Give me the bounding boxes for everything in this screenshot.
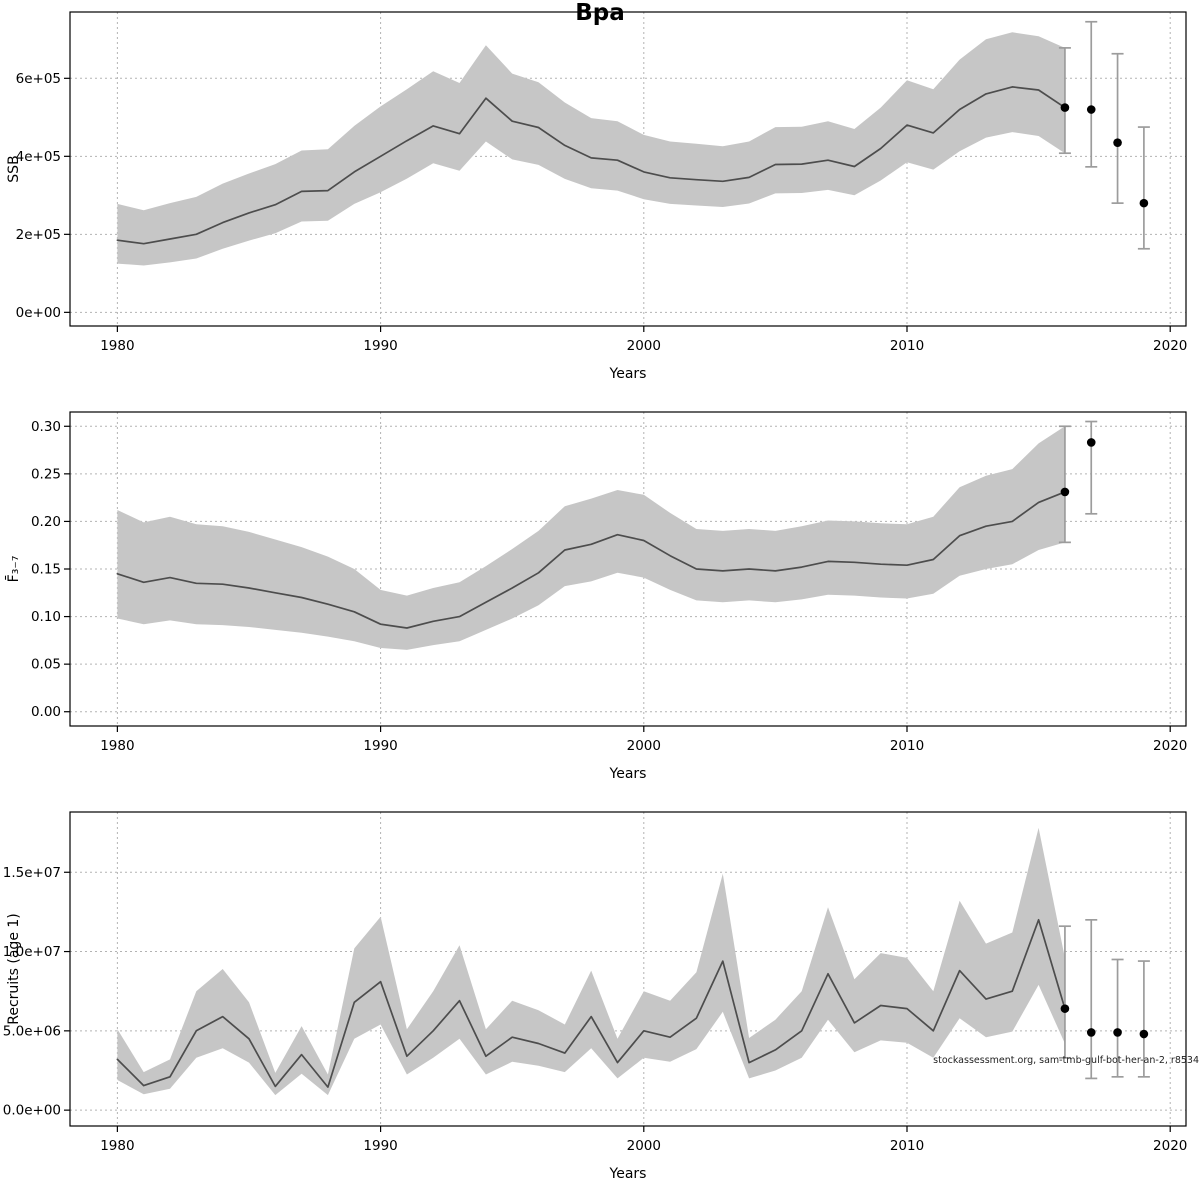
svg-text:2000: 2000: [627, 338, 661, 354]
svg-text:2010: 2010: [890, 1138, 924, 1154]
fbar-chart: 1980 1990 2000 2010 2020 0.00 0.05 0.10 0.15 0.20…: [4, 411, 1187, 782]
svg-text:1990: 1990: [363, 1138, 397, 1154]
svg-text:1980: 1980: [100, 738, 134, 754]
ssb-panel: 1980 1990 2000 2010 2020 0e+00 2e+05 4e+05 6e+05…: [0, 0, 1200, 400]
svg-text:1990: 1990: [363, 738, 397, 754]
svg-text:Recruits (age 1): Recruits (age 1): [6, 913, 22, 1025]
svg-text:0e+00: 0e+00: [16, 305, 61, 321]
svg-text:0.15: 0.15: [31, 562, 61, 578]
ssb-chart: 1980 1990 2000 2010 2020 0e+00 2e+05 4e+05 6e+05…: [6, 11, 1187, 382]
recruits-panel: 1980 1990 2000 2010 2020 0.0e+00 5.0e+06 1.0e+0…: [0, 800, 1200, 1200]
svg-text:0.10: 0.10: [31, 609, 61, 625]
watermark-text: stockassessment.org, sam-tmb-gulf-bot-he…: [933, 1055, 1199, 1066]
svg-text:Years: Years: [609, 366, 647, 382]
svg-text:4e+05: 4e+05: [16, 149, 61, 165]
recruits-chart: 1980 1990 2000 2010 2020 0.0e+00 5.0e+06 1.0e+0…: [3, 811, 1187, 1182]
svg-text:0.25: 0.25: [31, 466, 61, 482]
svg-text:0.00: 0.00: [31, 704, 61, 720]
svg-text:SSB: SSB: [6, 155, 22, 182]
svg-text:2010: 2010: [890, 338, 924, 354]
svg-text:1.0e+07: 1.0e+07: [3, 944, 61, 960]
svg-text:1990: 1990: [363, 338, 397, 354]
svg-text:0.20: 0.20: [31, 514, 61, 530]
svg-text:0.30: 0.30: [31, 419, 61, 435]
svg-text:Years: Years: [609, 766, 647, 782]
svg-text:0.05: 0.05: [31, 657, 61, 673]
svg-text:F̄₃₋₇: F̄₃₋₇: [4, 556, 22, 583]
svg-text:2000: 2000: [627, 738, 661, 754]
svg-text:1980: 1980: [100, 338, 134, 354]
fbar-panel: 1980 1990 2000 2010 2020 0.00 0.05 0.10 0.15 0.20…: [0, 400, 1200, 800]
svg-text:Years: Years: [609, 1166, 647, 1182]
svg-text:5.0e+06: 5.0e+06: [3, 1023, 61, 1039]
svg-text:2020: 2020: [1153, 1138, 1187, 1154]
svg-text:2020: 2020: [1153, 738, 1187, 754]
svg-text:2000: 2000: [627, 1138, 661, 1154]
svg-text:2020: 2020: [1153, 338, 1187, 354]
svg-text:0.0e+00: 0.0e+00: [3, 1103, 61, 1119]
svg-text:2010: 2010: [890, 738, 924, 754]
svg-text:1980: 1980: [100, 1138, 134, 1154]
svg-text:1.5e+07: 1.5e+07: [3, 865, 61, 881]
svg-text:6e+05: 6e+05: [16, 71, 61, 87]
svg-text:2e+05: 2e+05: [16, 227, 61, 243]
